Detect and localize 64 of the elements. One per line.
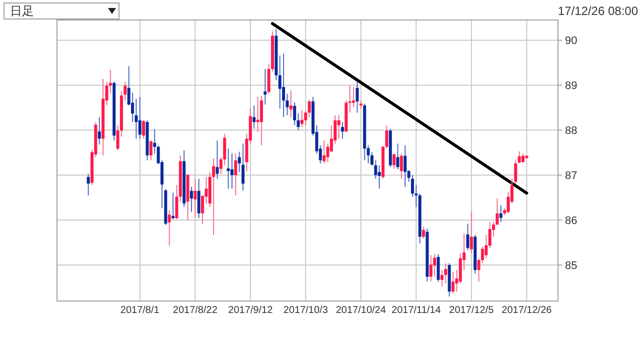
y-tick-label: 89 xyxy=(565,80,578,92)
candlestick xyxy=(168,210,171,246)
x-tick-label: 2017/8/22 xyxy=(172,305,218,316)
candlestick xyxy=(194,178,197,218)
x-tick-label: 2017/10/24 xyxy=(336,305,386,316)
text: 日足 xyxy=(10,4,34,18)
x-tick-label: 2017/9/12 xyxy=(228,305,274,316)
y-tick-label: 87 xyxy=(565,170,578,182)
x-tick-label: 2017/11/14 xyxy=(392,305,442,316)
y-tick-label: 88 xyxy=(565,125,578,138)
candlestick xyxy=(226,148,230,190)
candlestick xyxy=(396,143,400,170)
candlestick xyxy=(452,271,455,294)
candlestick xyxy=(212,158,216,236)
candlestick xyxy=(289,90,292,118)
y-tick-label: 86 xyxy=(565,215,578,228)
x-tick-label: 2017/8/1 xyxy=(120,305,160,316)
candlestick xyxy=(470,211,473,254)
candlestick xyxy=(264,68,267,106)
x-tick-label: 2017/12/26 xyxy=(502,305,552,316)
x-tick-label: 2017/10/3 xyxy=(283,305,328,316)
candlestick xyxy=(190,186,193,212)
candlestick xyxy=(378,164,381,190)
candlestick xyxy=(149,140,152,161)
candlestick xyxy=(518,150,521,164)
candlestick xyxy=(308,99,311,118)
candlestick xyxy=(374,160,378,180)
candlestick xyxy=(422,226,426,240)
candlestick xyxy=(108,69,112,94)
candlestick xyxy=(98,116,101,146)
candlestick xyxy=(429,254,432,282)
candlestick xyxy=(436,254,440,282)
candlestick xyxy=(175,184,178,220)
y-tick-label: 90 xyxy=(565,35,578,48)
candlestick xyxy=(322,140,326,164)
candlestick xyxy=(466,223,470,251)
candlestick xyxy=(282,53,286,118)
candlestick xyxy=(337,114,340,140)
candlestick xyxy=(392,153,396,170)
x-tick-label: 2017/12/5 xyxy=(449,305,494,316)
text: 17/12/26 08:00 xyxy=(558,4,638,18)
candlestick xyxy=(153,128,156,154)
candlestick xyxy=(444,262,448,284)
candlestick xyxy=(142,120,146,140)
candlestick xyxy=(340,122,344,140)
candlestick xyxy=(216,140,219,180)
candlestick xyxy=(252,104,256,130)
candlestick xyxy=(234,153,238,196)
y-tick-label: 85 xyxy=(565,260,578,272)
candlestick xyxy=(86,173,90,196)
candlestick xyxy=(404,144,407,188)
candlestick xyxy=(197,178,200,219)
candlestick xyxy=(356,81,359,114)
candlestick xyxy=(172,192,175,220)
candlestick xyxy=(138,96,142,140)
candlestick xyxy=(499,204,502,222)
candlestick xyxy=(293,102,296,126)
candlestick xyxy=(300,110,304,128)
candlestick xyxy=(296,113,300,131)
candlestick xyxy=(304,110,308,126)
candlestick xyxy=(400,153,403,180)
candlestick xyxy=(242,143,245,191)
candlestick xyxy=(433,254,436,278)
candlestick xyxy=(260,95,263,146)
